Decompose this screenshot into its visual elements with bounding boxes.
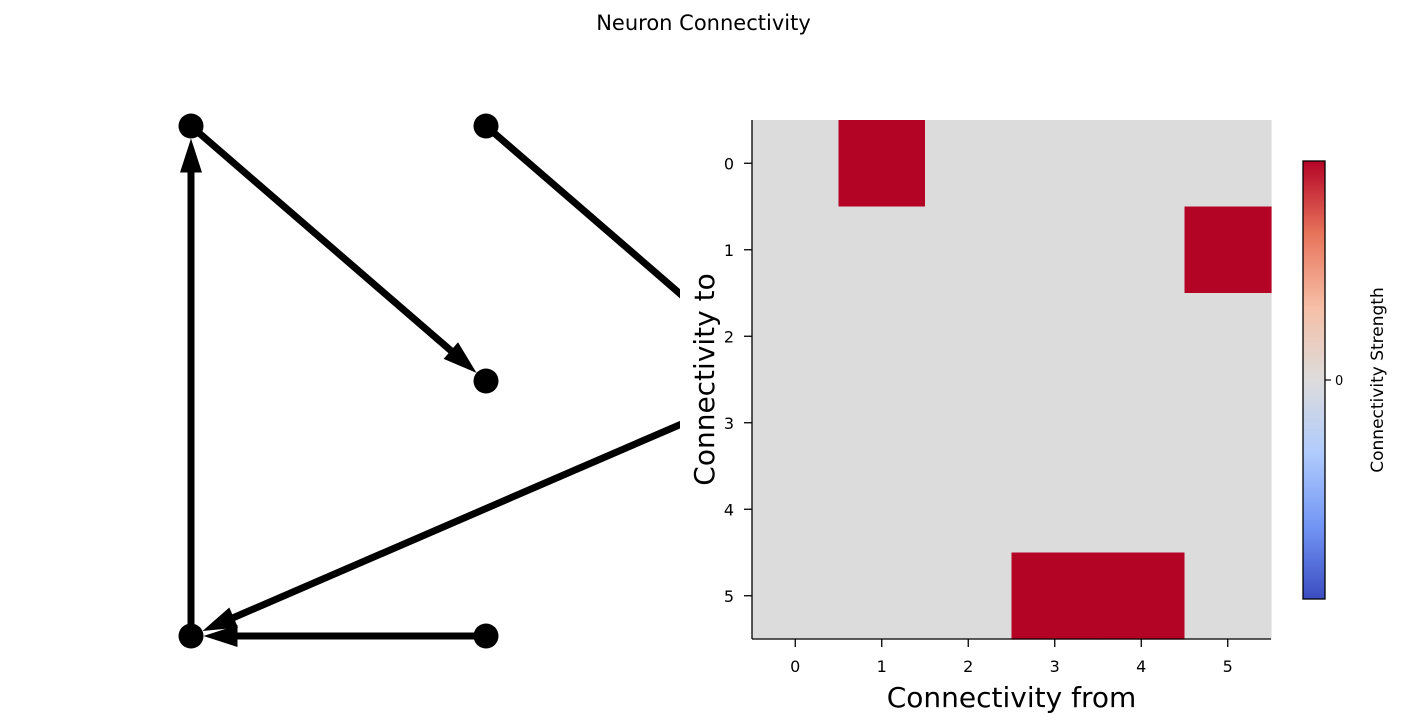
edge-arrowhead [202,607,239,632]
heatmap-cell-1-2 [925,206,1013,294]
colorbar: 0 Connectivity Strength [1302,160,1388,600]
heatmap-cell-2-5 [1184,293,1272,381]
edge-5-1 [180,138,202,636]
heatmap-cell-3-3 [1011,379,1099,467]
node-5 [178,623,204,649]
heatmap-cell-0-3 [1011,120,1099,208]
heatmap-cell-5-4 [1098,552,1186,640]
edge-4-5 [203,625,486,647]
y-tick-label: 5 [724,587,734,606]
heatmap-axes: 0 1 2 3 4 5 0 1 2 3 4 5 Connectivity from Connectivit… [688,120,1271,714]
heatmap-cell-2-3 [1011,293,1099,381]
heatmap-cell-5-3 [1011,552,1099,640]
heatmap-cells [752,120,1272,640]
heatmap-cell-1-1 [838,206,926,294]
heatmap-cell-0-0 [752,120,840,208]
heatmap-cell-1-5 [1184,206,1272,294]
x-axis-label: Connectivity from [887,681,1137,714]
heatmap-cell-4-3 [1011,466,1099,554]
heatmap-cell-5-1 [838,552,926,640]
y-tick-label: 4 [724,500,734,519]
nodes-layer [178,113,499,649]
heatmap-cell-3-5 [1184,379,1272,467]
colorbar-gradient [1302,160,1326,600]
heatmap-cell-4-5 [1184,466,1272,554]
heatmap-cell-5-5 [1184,552,1272,640]
heatmap-cell-2-2 [925,293,1013,381]
heatmap-cell-5-0 [752,552,840,640]
node-4 [473,623,499,649]
node-1 [178,113,204,139]
network-graph [178,113,680,649]
heatmap-cell-0-4 [1098,120,1186,208]
x-tick-label: 4 [1136,657,1146,676]
edge-arrowhead [443,342,477,373]
heatmap-cell-3-4 [1098,379,1186,467]
heatmap-cell-1-4 [1098,206,1186,294]
edge-2-3 [483,123,680,299]
heatmap-cell-4-1 [838,466,926,554]
heatmap-cell-3-0 [752,379,840,467]
edges-layer [180,123,680,647]
edge-arrowhead [180,138,202,173]
heatmap-cell-2-4 [1098,293,1186,381]
heatmap-cell-5-2 [925,552,1013,640]
x-tick-label: 2 [963,657,973,676]
y-tick-label: 3 [724,414,734,433]
heatmap-cell-3-2 [925,379,1013,467]
heatmap-cell-1-3 [1011,206,1099,294]
heatmap-cell-0-1 [838,120,926,208]
colorbar-tick-label: 0 [1335,374,1343,389]
x-tick-label: 3 [1050,657,1060,676]
heatmap-cell-4-0 [752,466,840,554]
connectivity-heatmap: 0 1 2 3 4 5 0 1 2 3 4 5 Connectivity from Connectivit… [688,120,1388,714]
y-axis-label: Connectivity to [688,273,721,485]
heatmap-cell-1-0 [752,206,840,294]
node-0 [473,368,499,394]
y-tick-label: 2 [724,327,734,346]
heatmap-cell-0-2 [925,120,1013,208]
node-2 [473,113,499,139]
x-tick-label: 1 [877,657,887,676]
heatmap-cell-4-4 [1098,466,1186,554]
y-tick-label: 1 [724,241,734,260]
colorbar-label: Connectivity Strength [1368,287,1388,472]
y-tick-label: 0 [724,154,734,173]
edge-3-5 [202,420,680,632]
heatmap-cell-4-2 [925,466,1013,554]
x-tick-label: 0 [790,657,800,676]
heatmap-cell-0-5 [1184,120,1272,208]
edge-arrowhead [203,625,238,647]
heatmap-cell-2-1 [838,293,926,381]
heatmap-cell-2-0 [752,293,840,381]
edge-1-0 [188,123,477,373]
figure-title: Neuron Connectivity [596,11,811,35]
x-tick-label: 5 [1223,657,1233,676]
heatmap-cell-3-1 [838,379,926,467]
